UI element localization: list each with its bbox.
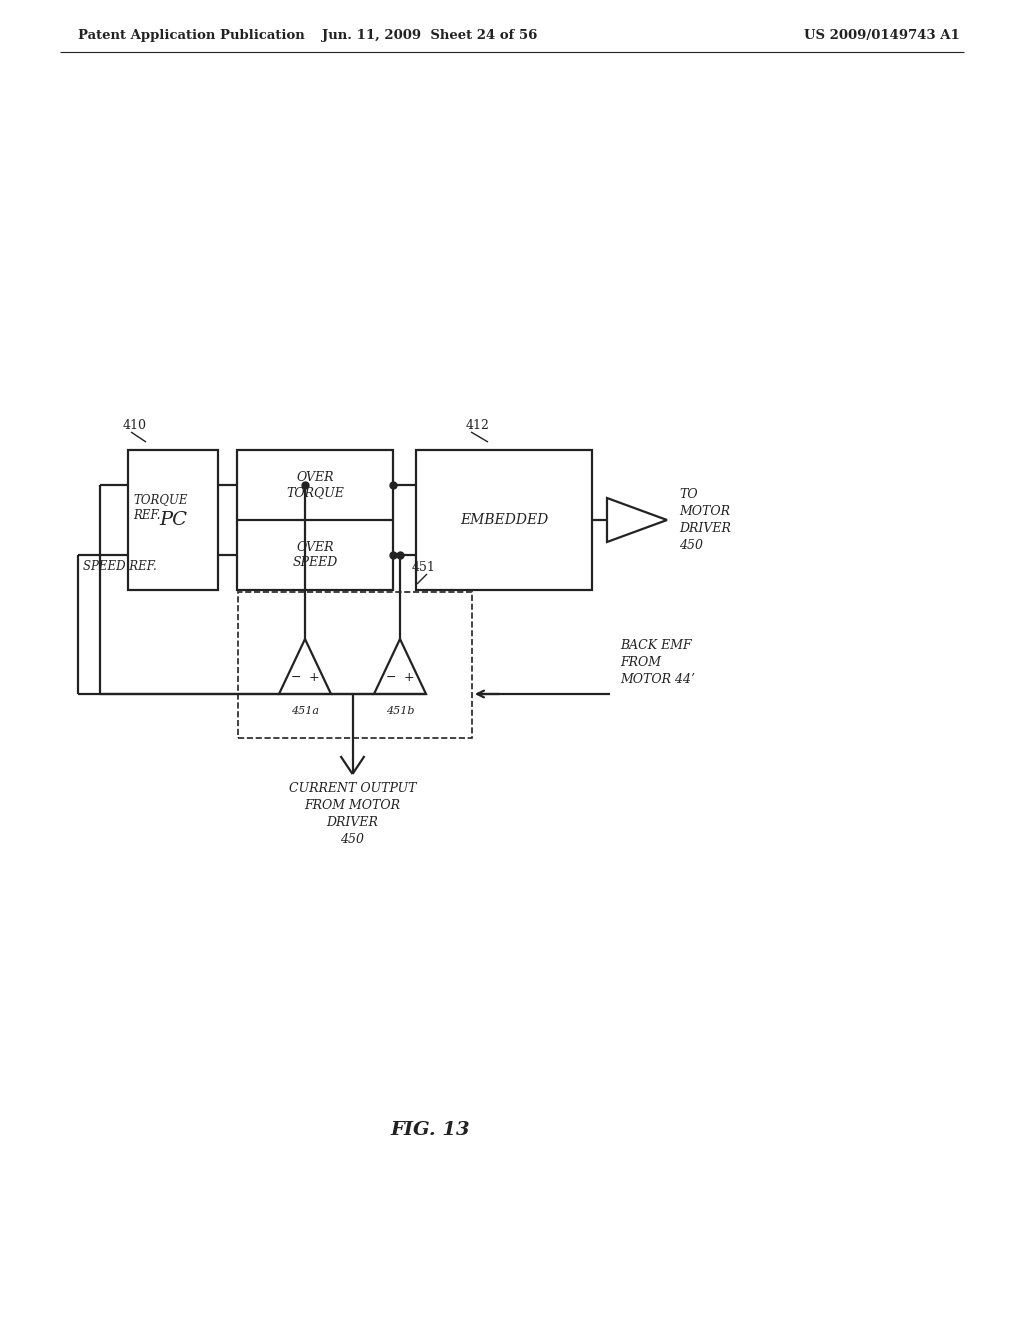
- Text: TO
MOTOR
DRIVER
450: TO MOTOR DRIVER 450: [679, 488, 731, 552]
- Bar: [237, 450, 393, 590]
- Bar: [416, 450, 592, 590]
- Text: +: +: [404, 671, 415, 684]
- Text: −: −: [385, 671, 396, 684]
- Text: PC: PC: [159, 511, 187, 529]
- Text: 451b: 451b: [386, 706, 415, 715]
- Polygon shape: [607, 498, 667, 543]
- Text: TORQUE
REF.: TORQUE REF.: [133, 492, 187, 521]
- Bar: [238, 591, 472, 738]
- Text: OVER
SPEED: OVER SPEED: [293, 541, 338, 569]
- Bar: [128, 450, 218, 590]
- Text: EMBEDDED: EMBEDDED: [460, 513, 548, 527]
- Text: +: +: [309, 671, 319, 684]
- Text: Patent Application Publication: Patent Application Publication: [78, 29, 305, 41]
- Text: US 2009/0149743 A1: US 2009/0149743 A1: [804, 29, 961, 41]
- Text: 410: 410: [123, 418, 147, 432]
- Text: 412: 412: [466, 418, 489, 432]
- Polygon shape: [279, 639, 331, 694]
- Text: BACK EMF
FROM
MOTOR 44’: BACK EMF FROM MOTOR 44’: [620, 639, 695, 686]
- Text: Jun. 11, 2009  Sheet 24 of 56: Jun. 11, 2009 Sheet 24 of 56: [323, 29, 538, 41]
- Text: 451: 451: [412, 561, 436, 574]
- Text: CURRENT OUTPUT
FROM MOTOR
DRIVER
450: CURRENT OUTPUT FROM MOTOR DRIVER 450: [289, 781, 416, 846]
- Polygon shape: [374, 639, 426, 694]
- Text: −: −: [291, 671, 301, 684]
- Text: OVER
TORQUE: OVER TORQUE: [286, 471, 344, 499]
- Text: FIG. 13: FIG. 13: [390, 1121, 470, 1139]
- Text: SPEED REF.: SPEED REF.: [83, 560, 157, 573]
- Text: 451a: 451a: [291, 706, 319, 715]
